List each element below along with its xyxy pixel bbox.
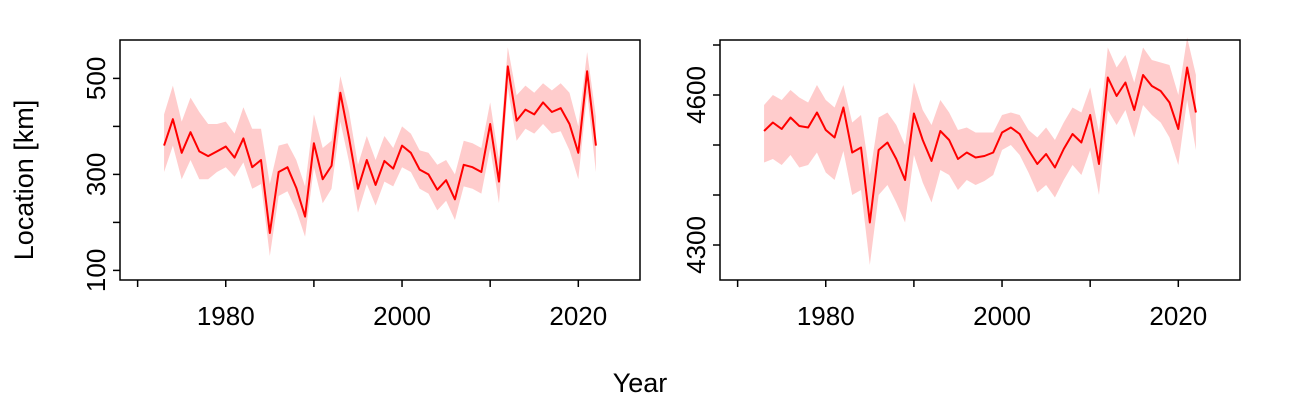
series-line: [763, 66, 1197, 224]
plot-frame: [719, 39, 1241, 281]
y-tick-label: 300: [81, 153, 111, 196]
series-line: [163, 65, 597, 234]
x-tick-label: 2020: [549, 301, 607, 331]
y-axis-title: Location [km]: [9, 100, 39, 261]
x-axis-title: Year: [613, 368, 668, 398]
confidence-band: [164, 47, 596, 257]
y-tick-label: 100: [81, 249, 111, 292]
left-panel: 1980 2000 2020 100 300 500: [81, 39, 641, 331]
x-tick-label: 1980: [197, 301, 255, 331]
plot-frame: [119, 39, 641, 281]
x-tick-label: 2020: [1149, 301, 1207, 331]
right-panel: 1980 2000 2020 4300 4600: [681, 37, 1241, 331]
x-tick-label: 1980: [797, 301, 855, 331]
x-tick-label: 2000: [973, 301, 1031, 331]
confidence-band: [764, 37, 1196, 265]
y-tick-label: 500: [81, 57, 111, 100]
x-tick-label: 2000: [373, 301, 431, 331]
y-tick-label: 4300: [681, 216, 711, 274]
y-tick-label: 4600: [681, 66, 711, 124]
